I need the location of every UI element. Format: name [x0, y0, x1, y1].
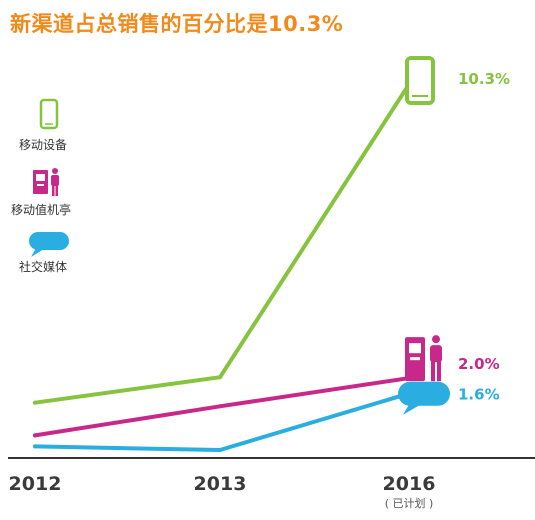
legend-label-kiosk: 移动值机亭	[11, 203, 72, 217]
legend-label-social: 社交媒体	[19, 260, 68, 274]
x-tick-label-2013: 2013	[194, 473, 247, 495]
end-smartphone-icon	[405, 56, 435, 105]
data-point-social-0	[33, 444, 37, 449]
chart-title: 新渠道占总销售的百分比是10.3%	[10, 12, 344, 36]
data-label-mobile: 10.3%	[458, 70, 510, 88]
x-tick-note: ( 已计划 )	[385, 497, 434, 510]
end-speech-bubble-icon	[398, 381, 450, 415]
end-kiosk-icon	[405, 335, 442, 382]
end-icons	[398, 56, 450, 415]
legend-smartphone-icon	[39, 98, 59, 130]
data-point-kiosk-0	[33, 433, 37, 438]
series-line-mobile	[33, 73, 417, 405]
data-point-social-1	[218, 448, 222, 452]
data-labels: 10.3% 2.0% 1.6%	[458, 70, 510, 404]
series-lines	[33, 73, 417, 452]
series-line-kiosk	[33, 375, 417, 438]
data-point-mobile-0	[33, 400, 37, 405]
data-label-social: 1.6%	[458, 386, 500, 404]
data-point-mobile-1	[218, 375, 222, 380]
data-label-kiosk: 2.0%	[458, 355, 500, 373]
series-line-social	[33, 389, 417, 452]
x-axis-ticks: 2012 2013 2016 ( 已计划 )	[9, 473, 436, 510]
legend-kiosk-icon	[33, 168, 59, 196]
data-point-kiosk-1	[218, 404, 222, 409]
legend-label-mobile: 移动设备	[19, 138, 68, 152]
x-tick-label-2012: 2012	[9, 473, 62, 495]
x-tick-label-2016: 2016	[383, 473, 436, 495]
legend-speech-bubble-icon	[29, 232, 69, 257]
